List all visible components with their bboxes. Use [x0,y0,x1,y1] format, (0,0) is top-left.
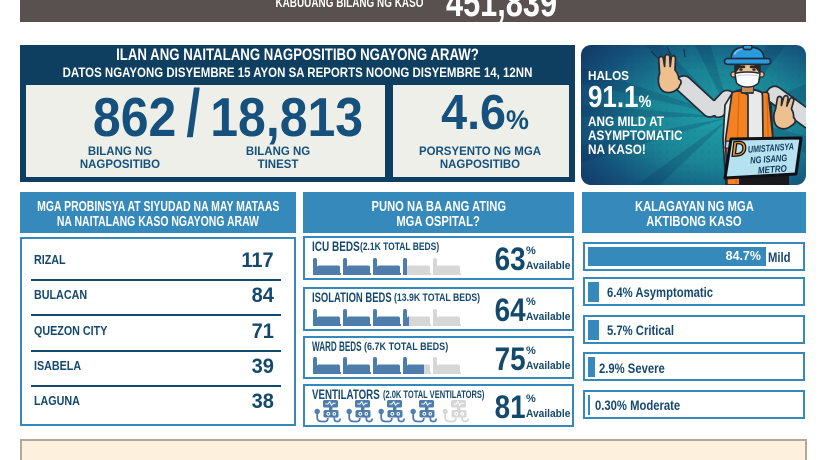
svg-text:METRO: METRO [758,164,788,177]
svg-text:UMISTANSYA: UMISTANSYA [748,142,795,156]
svg-text:NG ISANG: NG ISANG [750,153,788,167]
svg-text:D: D [731,137,748,161]
